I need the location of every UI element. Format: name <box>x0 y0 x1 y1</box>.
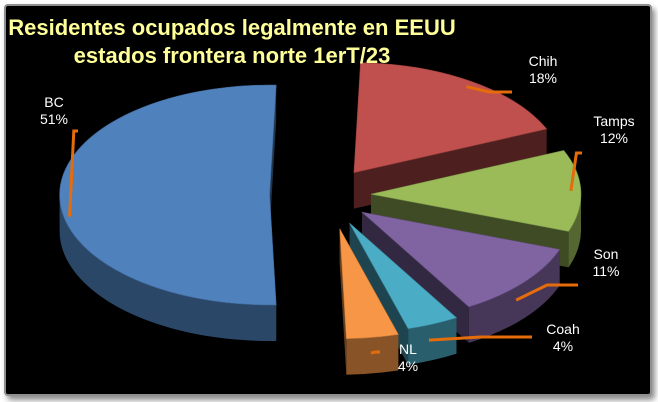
slice-label-coah: Coah <box>546 321 579 337</box>
slice-label-chih: Chih <box>529 53 558 69</box>
slice-pct-tamps: 12% <box>600 130 628 146</box>
slice-label-bc: BC <box>44 94 63 110</box>
pie-slice-bc <box>59 84 277 341</box>
slice-pct-chih: 18% <box>529 70 557 86</box>
chart-title-line-2: estados frontera norte 1erT/23 <box>74 43 391 68</box>
leader-line-nl <box>370 350 380 355</box>
leader-line-coah <box>428 335 532 342</box>
leader-line-tamps <box>569 151 582 192</box>
pie-slice-nl <box>339 228 399 375</box>
chart-title-line-1: Residentes ocupados legalmente en EEUU <box>8 15 455 40</box>
leader-line-chih <box>465 85 512 94</box>
slice-label-nl: NL <box>399 341 417 357</box>
slice-pct-bc: 51% <box>40 111 68 127</box>
leader-line-bc <box>68 129 78 217</box>
leader-line-son <box>515 283 578 302</box>
slice-pct-son: 11% <box>593 263 620 279</box>
slice-pct-nl: 4% <box>398 358 418 374</box>
slice-pct-coah: 4% <box>553 338 573 354</box>
slice-label-son: Son <box>594 246 619 262</box>
slice-label-tamps: Tamps <box>593 113 634 129</box>
